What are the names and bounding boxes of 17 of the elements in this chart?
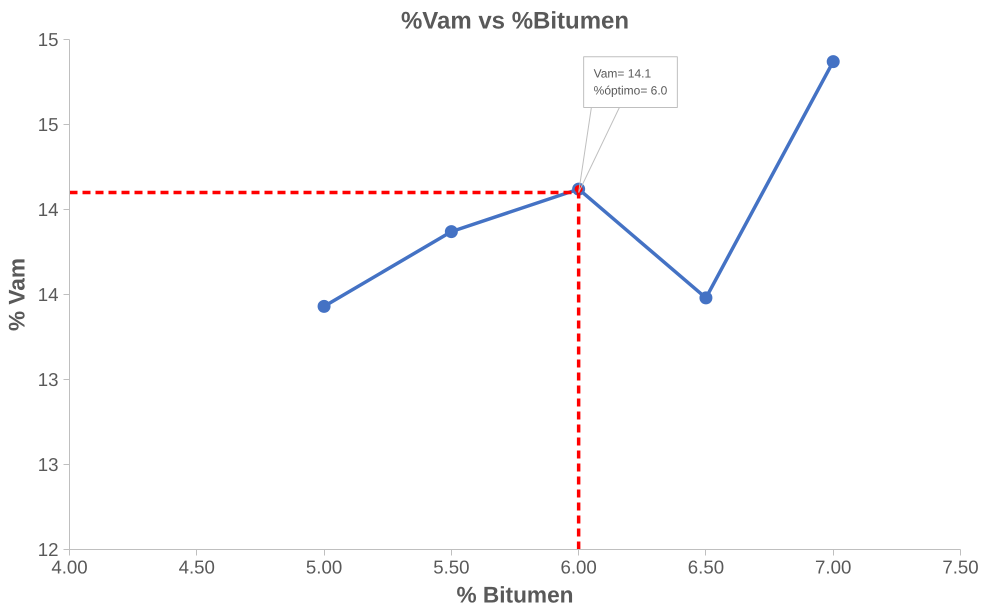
x-tick-label: 4.50 [178,556,215,578]
y-tick-label: 15 [38,114,59,135]
x-tick-label: 5.50 [433,556,470,578]
y-tick-label: 14 [38,199,59,220]
x-tick-label: 7.00 [815,556,852,578]
y-axis-title: % Vam [4,258,30,332]
x-axis-title: % Bitumen [456,582,574,608]
x-tick-label: 6.00 [560,556,597,578]
y-tick-label: 13 [38,369,59,390]
x-tick-label: 6.50 [688,556,724,578]
annotation: Vam= 14.1 %óptimo= 6.0 [594,66,668,98]
x-tick-label: 5.00 [306,556,342,578]
y-tick-label: 15 [38,29,59,50]
x-tick-label: 7.50 [942,556,979,578]
y-tick-label: 13 [38,454,59,475]
y-tick-label: 14 [38,284,59,305]
chart-title: %Vam vs %Bitumen [400,8,630,34]
